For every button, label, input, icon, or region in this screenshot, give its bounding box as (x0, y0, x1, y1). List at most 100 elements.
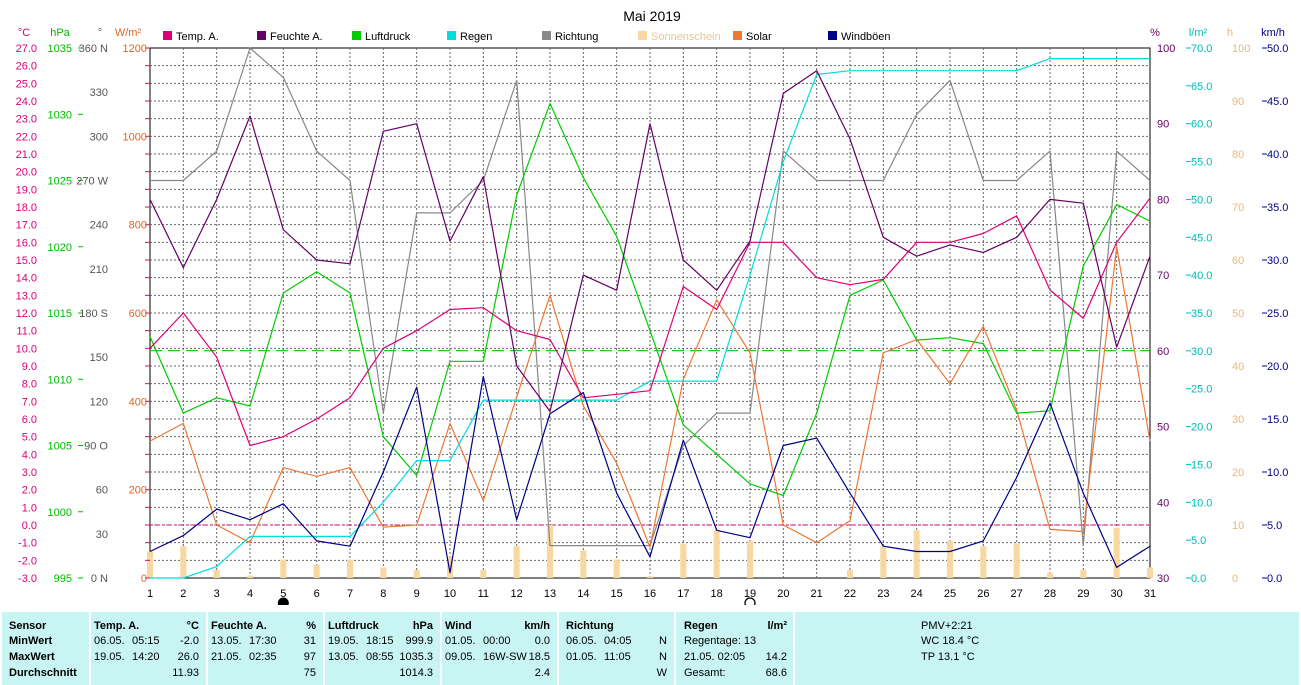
sunshine-bar (613, 559, 620, 578)
temp-tick-label: 3.0 (22, 467, 37, 479)
pressure-min-value: 999.9 (405, 635, 433, 647)
sunshine-bar (980, 546, 987, 578)
x-tick-label: 31 (1144, 588, 1156, 600)
temp-unit: °C (186, 620, 199, 632)
sunshine-bar (280, 559, 287, 578)
sunshine-bar (1013, 543, 1020, 578)
x-tick-label: 4 (247, 588, 253, 600)
sun-tick-label: 100 (1232, 43, 1250, 55)
pressure-min-date: 19.05. (328, 635, 359, 647)
temp-min-time: 05:15 (132, 635, 160, 647)
temp-max-time: 14:20 (132, 651, 160, 663)
x-tick-label: 13 (544, 588, 556, 600)
temp-tick-label: 21.0 (16, 149, 37, 161)
rain-tick-label: 30.0 (1191, 346, 1212, 358)
temp-tick-label: 12.0 (16, 308, 37, 320)
x-tick-label: 8 (380, 588, 386, 600)
minwert-label: MinWert (9, 635, 53, 647)
sunshine-bar (913, 530, 920, 578)
sun-tick-label: 10 (1232, 520, 1244, 532)
weather-chart: Mai 2019 27.026.025.024.023.022.021.020.… (16, 8, 1288, 605)
humidity-avg-value: 75 (303, 667, 316, 679)
x-tick-label: 2 (180, 588, 186, 600)
sunshine-bar (1080, 570, 1087, 578)
rain-total-label: Gesamt: (684, 667, 726, 679)
humidity-min-time: 17:30 (249, 635, 277, 647)
x-tick-label: 9 (414, 588, 420, 600)
sunshine-bar (747, 540, 753, 578)
sun-tick-label: 40 (1232, 361, 1244, 373)
sunshine-bar (447, 556, 453, 578)
pressure-column: Luftdruck hPa 19.05. 18:15 999.9 13.05. 08:5… (325, 612, 440, 685)
rain-max-value: 14.2 (765, 651, 787, 663)
direction-tick-label: 0 N (91, 573, 108, 585)
rain-tick-label: 20.0 (1191, 422, 1212, 434)
temp-min-date: 06.05. (94, 635, 125, 647)
gust-tick-label: 15.0 (1267, 414, 1288, 426)
humidity-column: Feuchte A.% 13.05. 17:30 31 21.05. 02:35 97 … (208, 612, 323, 685)
direction-min-time: 04:05 (604, 635, 632, 647)
legend-swatch (163, 31, 172, 40)
sensor-column: Sensor MinWert MaxWert Durchschnitt (2, 612, 89, 685)
wind-max-value: 18.5 (528, 651, 550, 663)
rain-tick-label: 35.0 (1191, 308, 1212, 320)
x-tick-label: 25 (944, 588, 956, 600)
direction-tick-label: 240 (90, 220, 108, 232)
wind-column: Wind km/h 01.05. 00:00 0.0 09.05. 16W-SW 18.5… (442, 612, 557, 685)
x-tick-label: 16 (644, 588, 656, 600)
solar-tick-label: 1000 (123, 131, 147, 143)
temp-tick-label: -3.0 (18, 573, 37, 585)
rain-total-value: 68.6 (765, 667, 787, 679)
pressure-tick-label: 1010 (48, 374, 72, 386)
legend-label: Feuchte A. (270, 31, 323, 43)
legend-label: Sonnenschein (651, 31, 721, 43)
sunshine-bar (147, 551, 153, 578)
pressure-tick-label: 1020 (48, 242, 72, 254)
direction-tick-label: 30 (96, 529, 108, 541)
feuchte-a-line (149, 70, 1151, 412)
legend-swatch (638, 31, 647, 40)
rain-days: Regentage: 13 (684, 635, 757, 647)
temp-tick-label: 16.0 (16, 237, 37, 249)
temp-column: Temp. A. °C 06.05. 05:15 -2.0 19.05. 14:20 26… (91, 612, 206, 685)
solar-tick-label: 200 (129, 485, 147, 497)
legend-swatch (352, 31, 361, 40)
temp-header: Temp. A. (94, 620, 140, 632)
sun-tick-label: 20 (1232, 467, 1244, 479)
full-moon-icon (744, 597, 756, 605)
direction-tick-label: 270 W (76, 176, 108, 188)
sunshine-bar (413, 570, 420, 578)
pressure-tick-label: 1030 (48, 109, 72, 121)
x-tick-label: 3 (214, 588, 220, 600)
direction-tick-label: 150 (90, 352, 108, 364)
gust-tick-label: 10.0 (1267, 467, 1288, 479)
legend-label: Regen (460, 31, 492, 43)
plot-grid (149, 47, 1151, 579)
temp-tick-label: 18.0 (16, 202, 37, 214)
rain-tick-label: 70.0 (1191, 43, 1212, 55)
temp-tick-label: 20.0 (16, 167, 37, 179)
wind-min-date: 01.05. (445, 635, 476, 647)
statistics-table: Sensor MinWert MaxWert Durchschnitt Temp… (0, 612, 1301, 685)
sunshine-bars (147, 525, 1153, 578)
humidity-min-date: 13.05. (211, 635, 242, 647)
sunshine-bar (480, 570, 487, 578)
gust-tick-label: 25.0 (1267, 308, 1288, 320)
new-moon-icon (277, 597, 289, 605)
x-tick-label: 19 (744, 588, 756, 600)
x-tick-label: 28 (1044, 588, 1056, 600)
rain-column: Regen l/m² Regentage: 13 21.05. 02:05 14.2… (676, 612, 793, 685)
sun-tick-label: 60 (1232, 255, 1244, 267)
gust-unit-label: km/h (1261, 27, 1285, 39)
legend-label: Temp. A. (176, 31, 219, 43)
gust-tick-label: 5.0 (1267, 520, 1282, 532)
x-tick-label: 29 (1077, 588, 1089, 600)
legend-swatch (542, 31, 551, 40)
rain-unit: l/m² (767, 620, 787, 632)
sun-tick-label: 80 (1232, 149, 1244, 161)
pressure-max-value: 1035.3 (399, 651, 433, 663)
sunshine-bar (313, 564, 320, 578)
series-lines (149, 47, 1151, 579)
x-tick-label: 10 (444, 588, 456, 600)
temp-tick-label: -1.0 (18, 538, 37, 550)
